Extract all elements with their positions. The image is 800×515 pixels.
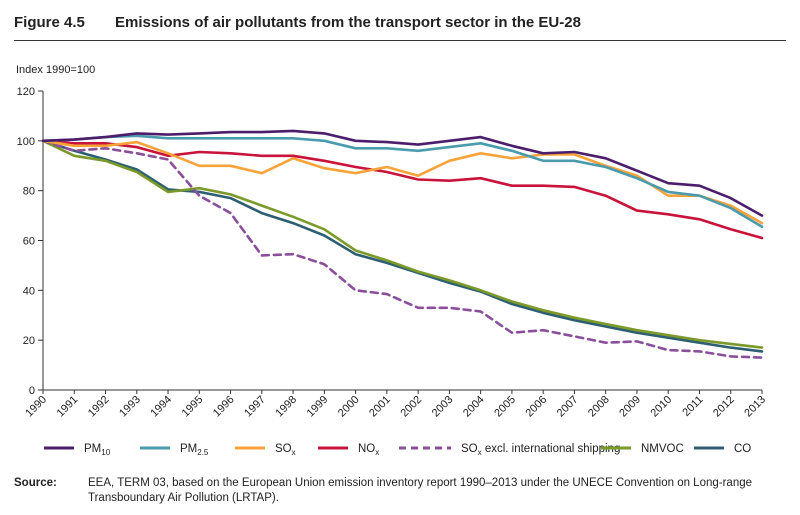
x-tick-label: 1997	[242, 394, 268, 420]
y-tick-label: 80	[23, 186, 35, 198]
y-tick-label: 100	[17, 136, 35, 148]
x-tick-label: 2004	[461, 394, 487, 420]
figure-header: Figure 4.5 Emissions of air pollutants f…	[14, 14, 786, 41]
y-axis-label: Index 1990=100	[16, 64, 95, 76]
x-tick-label: 2013	[742, 394, 768, 420]
x-tick-label: 1998	[273, 394, 299, 420]
legend-label-6: CO	[734, 443, 751, 455]
x-tick-label: 2001	[367, 394, 393, 420]
legend-label-5: NMVOC	[641, 443, 684, 455]
x-tick-label: 1992	[86, 394, 112, 420]
figure-title: Emissions of air pollutants from the tra…	[115, 14, 581, 31]
x-tick-label: 1991	[55, 394, 81, 420]
source-label: Source:	[14, 477, 57, 489]
x-tick-label: 1995	[180, 394, 206, 420]
legend-label-4: SOx excl. international shipping	[461, 443, 620, 457]
x-tick-label: 1999	[305, 394, 331, 420]
y-tick-label: 120	[17, 86, 35, 98]
series-line-4	[41, 139, 764, 359]
x-tick-label: 1993	[117, 394, 143, 420]
x-tick-label: 2003	[430, 394, 456, 420]
source-text: EEA, TERM 03, based on the European Unio…	[88, 477, 753, 504]
series-line-1	[41, 134, 764, 229]
series-line-2	[41, 139, 764, 225]
y-tick-label: 0	[29, 385, 35, 397]
x-tick-label: 1996	[211, 394, 237, 420]
x-tick-label: 2009	[617, 394, 643, 420]
legend-label-1: PM2.5	[180, 443, 209, 457]
x-tick-label: 2010	[649, 394, 675, 420]
series-line-3	[41, 139, 764, 240]
series-line-6	[41, 139, 764, 353]
legend-label-0: PM10	[84, 443, 111, 457]
y-tick-label: 20	[23, 335, 35, 347]
legend-label-3: NOx	[358, 443, 379, 457]
series-line-5	[41, 139, 764, 349]
y-tick-label: 60	[23, 236, 35, 248]
x-tick-label: 2005	[492, 394, 518, 420]
x-tick-label: 2008	[586, 394, 612, 420]
legend-label-2: SOx	[275, 443, 296, 457]
x-tick-label: 1994	[148, 394, 174, 420]
x-tick-label: 1990	[23, 394, 49, 420]
figure-number: Figure 4.5	[14, 14, 85, 31]
y-tick-label: 40	[23, 285, 35, 297]
x-tick-label: 2000	[336, 394, 362, 420]
x-tick-label: 2012	[711, 394, 737, 420]
series-line-0	[41, 129, 764, 217]
x-tick-label: 2002	[398, 394, 424, 420]
x-tick-label: 2006	[523, 394, 549, 420]
x-tick-label: 2011	[680, 394, 705, 419]
x-tick-label: 2007	[555, 394, 581, 420]
